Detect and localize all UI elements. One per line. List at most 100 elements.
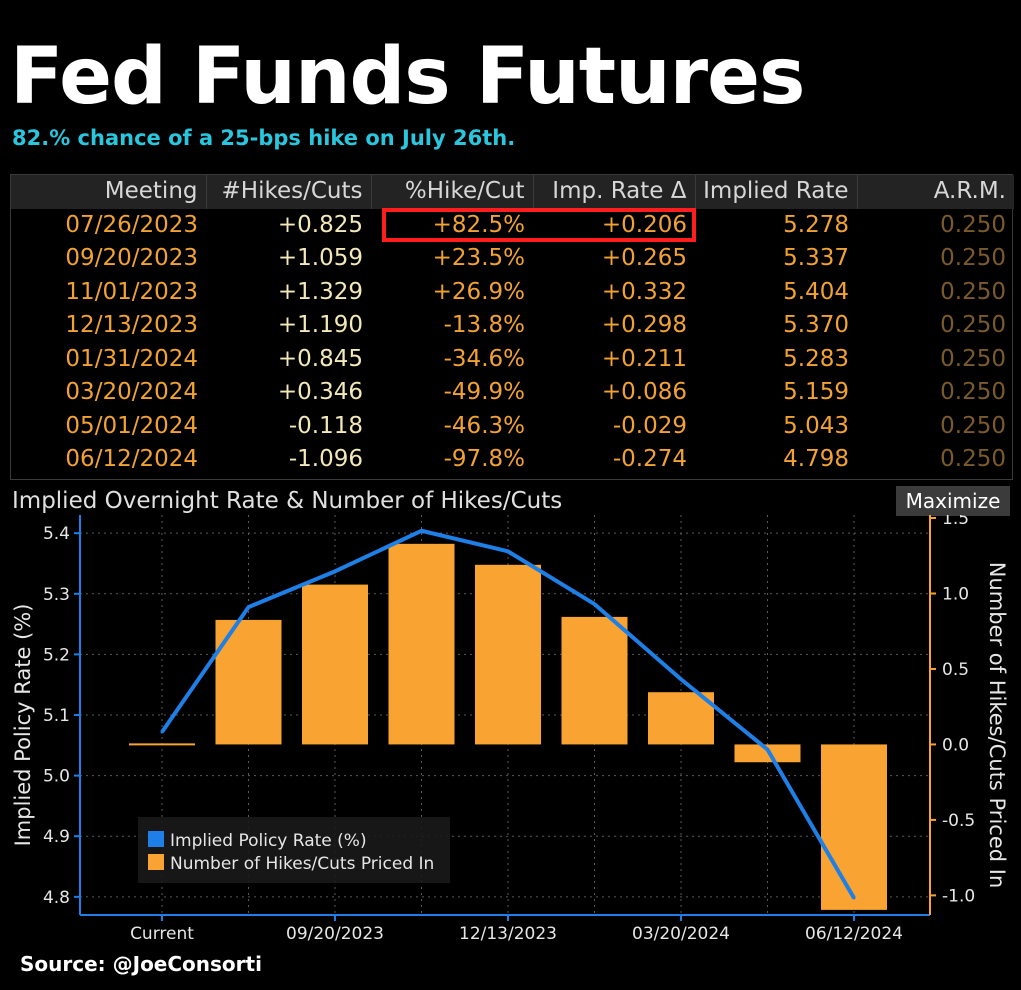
cell-arm: 0.250 [940,412,1006,439]
col-imp-rate-delta[interactable]: Imp. Rate Δ [533,175,696,209]
cell-pct-hike-cut: -97.8% [443,446,525,472]
implied-rate-point [506,549,510,553]
table-row[interactable]: 07/26/2023 +0.825 +82.5% +0.206 5.278 0.250 [11,209,1014,243]
left-tick-label: 5.0 [43,767,70,787]
cell-hikes-cuts: +0.825 [277,211,363,238]
right-tick-label: 0.5 [942,660,969,680]
left-tick-label: 4.8 [43,888,70,908]
bar-09/20/2023 [302,584,368,745]
cell-meeting: 12/13/2023 [65,312,198,338]
right-tick-label: -1.0 [942,886,975,906]
page-subtitle: 82.% chance of a 25-bps hike on July 26t… [12,126,516,150]
table-row[interactable]: 06/12/2024 -1.096 -97.8% -0.274 4.798 0.250 [11,443,1014,477]
x-tick-label: 03/20/2024 [632,924,730,944]
cell-meeting: 07/26/2023 [65,211,198,238]
cell-arm: 0.250 [940,211,1006,238]
chart-title: Implied Overnight Rate & Number of Hikes… [12,488,563,514]
cell-implied-rate: 5.159 [783,379,849,405]
legend-label-rate: Implied Policy Rate (%) [170,831,367,851]
table-row[interactable]: 09/20/2023 +1.059 +23.5% +0.265 5.337 0.250 [11,242,1014,276]
cell-meeting: 06/12/2024 [65,446,198,472]
bar-01/31/2024 [561,616,628,745]
implied-rate-point [679,677,683,681]
cell-hikes-cuts: +1.329 [277,278,363,305]
cell-hikes-cuts: +0.346 [277,379,363,405]
y2-axis-label: Number of Hikes/Cuts Priced In [985,562,1009,888]
implied-rate-point [247,605,250,609]
cell-meeting: 05/01/2024 [65,412,198,439]
x-tick-label: Current [130,924,194,944]
cell-pct-hike-cut: +82.5% [432,211,525,238]
implied-rate-point [593,602,596,606]
table-row[interactable]: 05/01/2024 -0.118 -46.3% -0.029 5.043 0.250 [11,410,1014,444]
cell-imp-rate-delta: +0.206 [601,211,687,238]
cell-implied-rate: 5.370 [783,312,849,338]
source-credit: Source: @JoeConsorti [20,952,262,976]
table-row[interactable]: 12/13/2023 +1.190 -13.8% +0.298 5.370 0.250 [11,309,1014,343]
right-tick-label: 1.5 [942,515,969,529]
cell-implied-rate: 5.337 [783,245,849,271]
page-title: Fed Funds Futures [10,32,805,122]
table-row[interactable]: 11/01/2023 +1.329 +26.9% +0.332 5.404 0.250 [11,276,1014,310]
x-tick-label: 09/20/2023 [286,924,384,944]
bar-03/20/2024 [648,692,714,745]
cell-imp-rate-delta: -0.029 [612,412,687,439]
legend-box [138,817,450,883]
implied-rate-point [420,529,423,533]
cell-arm: 0.250 [940,312,1006,338]
cell-imp-rate-delta: +0.086 [601,379,687,405]
cell-pct-hike-cut: -46.3% [443,412,525,439]
futures-table: Meeting #Hikes/Cuts %Hike/Cut Imp. Rate … [10,174,1014,480]
cell-arm: 0.250 [940,379,1006,405]
cell-imp-rate-delta: +0.332 [601,278,687,305]
cell-hikes-cuts: +1.059 [277,245,363,271]
cell-implied-rate: 5.283 [783,345,849,372]
highlight-box [382,208,696,242]
right-tick-label: 1.0 [942,584,969,604]
legend-swatch-rate [148,831,164,847]
cell-meeting: 01/31/2024 [65,345,198,372]
cell-meeting: 11/01/2023 [65,278,198,305]
cell-implied-rate: 5.404 [783,278,849,305]
left-tick-label: 5.1 [43,706,70,726]
cell-implied-rate: 5.043 [783,412,849,439]
table-row[interactable]: 03/20/2024 +0.346 -49.9% +0.086 5.159 0.250 [11,376,1014,410]
right-tick-label: -0.5 [942,811,975,831]
cell-pct-hike-cut: -13.8% [443,312,525,338]
col-implied-rate[interactable]: Implied Rate [695,175,858,209]
bar-11/01/2023 [388,543,455,745]
cell-arm: 0.250 [940,446,1006,472]
legend-label-hikes: Number of Hikes/Cuts Priced In [170,854,434,874]
cell-hikes-cuts: -1.096 [288,446,363,472]
cell-imp-rate-delta: -0.274 [612,446,687,472]
col-hikes-cuts[interactable]: #Hikes/Cuts [206,175,372,209]
cell-meeting: 03/20/2024 [65,379,198,405]
cell-arm: 0.250 [940,245,1006,271]
col-meeting[interactable]: Meeting [11,175,207,209]
col-pct-hike-cut[interactable]: %Hike/Cut [371,175,534,209]
cell-arm: 0.250 [940,345,1006,372]
cell-implied-rate: 4.798 [783,446,849,472]
cell-hikes-cuts: +1.190 [277,312,363,338]
left-tick-label: 4.9 [43,827,70,847]
cell-hikes-cuts: +0.845 [277,345,363,372]
implied-rate-point [852,896,856,900]
cell-pct-hike-cut: -34.6% [443,345,525,372]
x-tick-label: 06/12/2024 [805,924,903,944]
cell-arm: 0.250 [940,278,1006,305]
right-tick-label: 0.0 [942,735,969,755]
cell-imp-rate-delta: +0.298 [601,312,687,338]
col-arm[interactable]: A.R.M. [933,178,1006,204]
implied-rate-point [766,748,769,752]
implied-rate-point [333,569,337,573]
maximize-button[interactable]: Maximize [896,486,1010,516]
cell-meeting: 09/20/2023 [65,245,198,271]
implied-rate-point [160,730,164,734]
cell-pct-hike-cut: +26.9% [432,278,525,305]
cell-imp-rate-delta: +0.265 [601,245,687,271]
table-row[interactable]: 01/31/2024 +0.845 -34.6% +0.211 5.283 0.250 [11,343,1014,377]
bar-06/12/2024 [821,744,887,910]
table-header-row: Meeting #Hikes/Cuts %Hike/Cut Imp. Rate … [11,175,1014,209]
cell-hikes-cuts: -0.118 [288,412,363,439]
left-tick-label: 5.2 [43,645,70,665]
